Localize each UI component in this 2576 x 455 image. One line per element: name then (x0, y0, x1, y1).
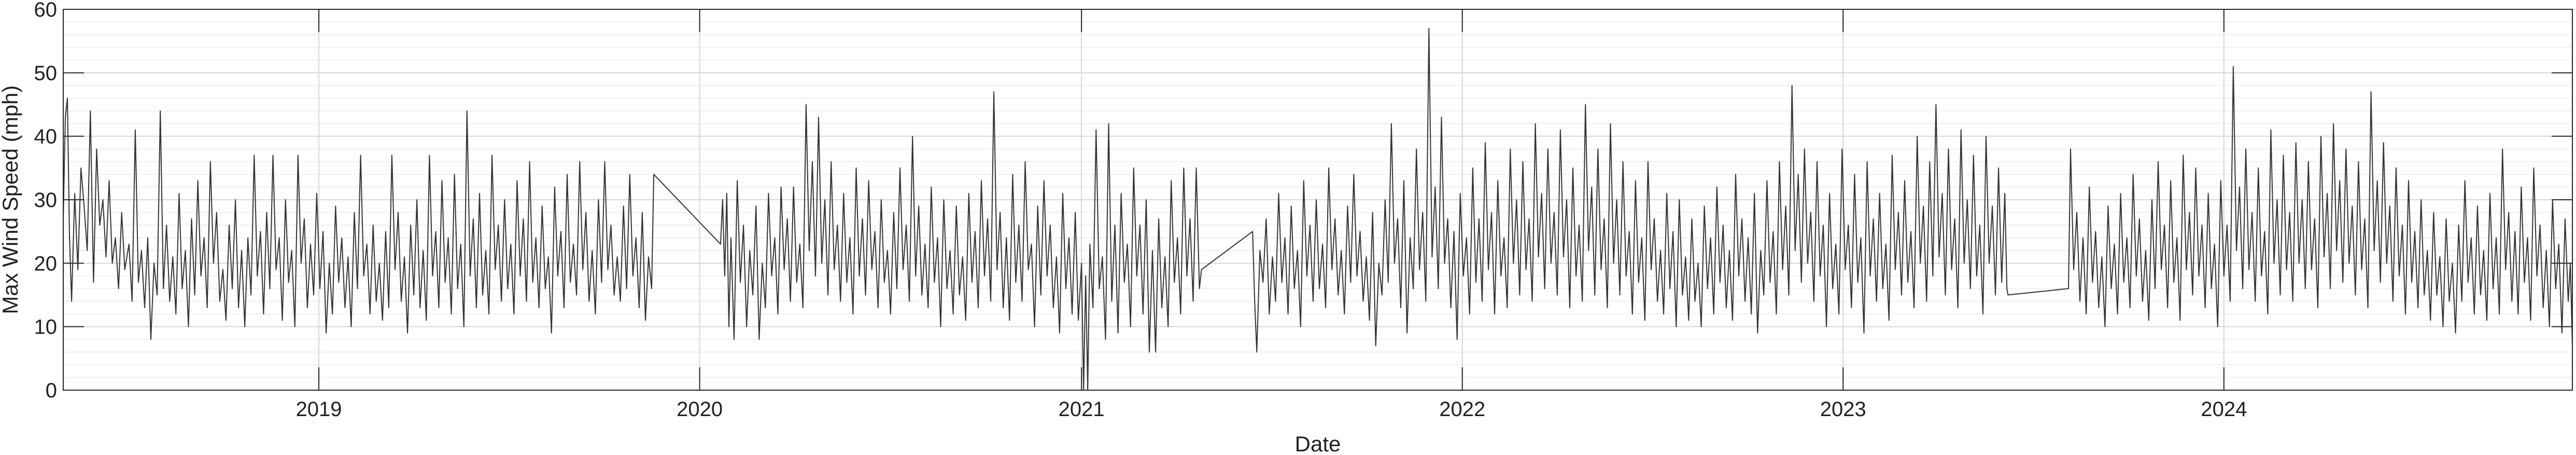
series-layer (63, 27, 2573, 391)
x-tick-label: 2022 (1439, 398, 1485, 421)
y-tick-label: 20 (34, 252, 58, 275)
plot-frame (63, 9, 2573, 391)
y-tick-label: 30 (34, 189, 58, 212)
y-tick-label: 0 (46, 379, 57, 402)
x-tick-label: 2020 (677, 398, 723, 421)
x-axis-title: Date (1295, 432, 1341, 455)
y-axis-title: Max Wind Speed (mph) (0, 85, 22, 314)
y-tick-label: 10 (34, 316, 58, 339)
y-tick-label: 40 (34, 126, 58, 148)
x-tick-label: 2021 (1059, 398, 1105, 421)
y-tick-label: 50 (34, 62, 58, 85)
x-tick-label: 2023 (1820, 398, 1866, 421)
label-layer: 0 10 20 30 40 50 60 2019 2020 2021 2022 2023 2024 (34, 0, 2247, 421)
series-line (63, 27, 2573, 391)
x-tick-label: 2019 (296, 398, 342, 421)
y-tick-label: 60 (34, 0, 58, 21)
x-tick-label: 2024 (2201, 398, 2247, 421)
